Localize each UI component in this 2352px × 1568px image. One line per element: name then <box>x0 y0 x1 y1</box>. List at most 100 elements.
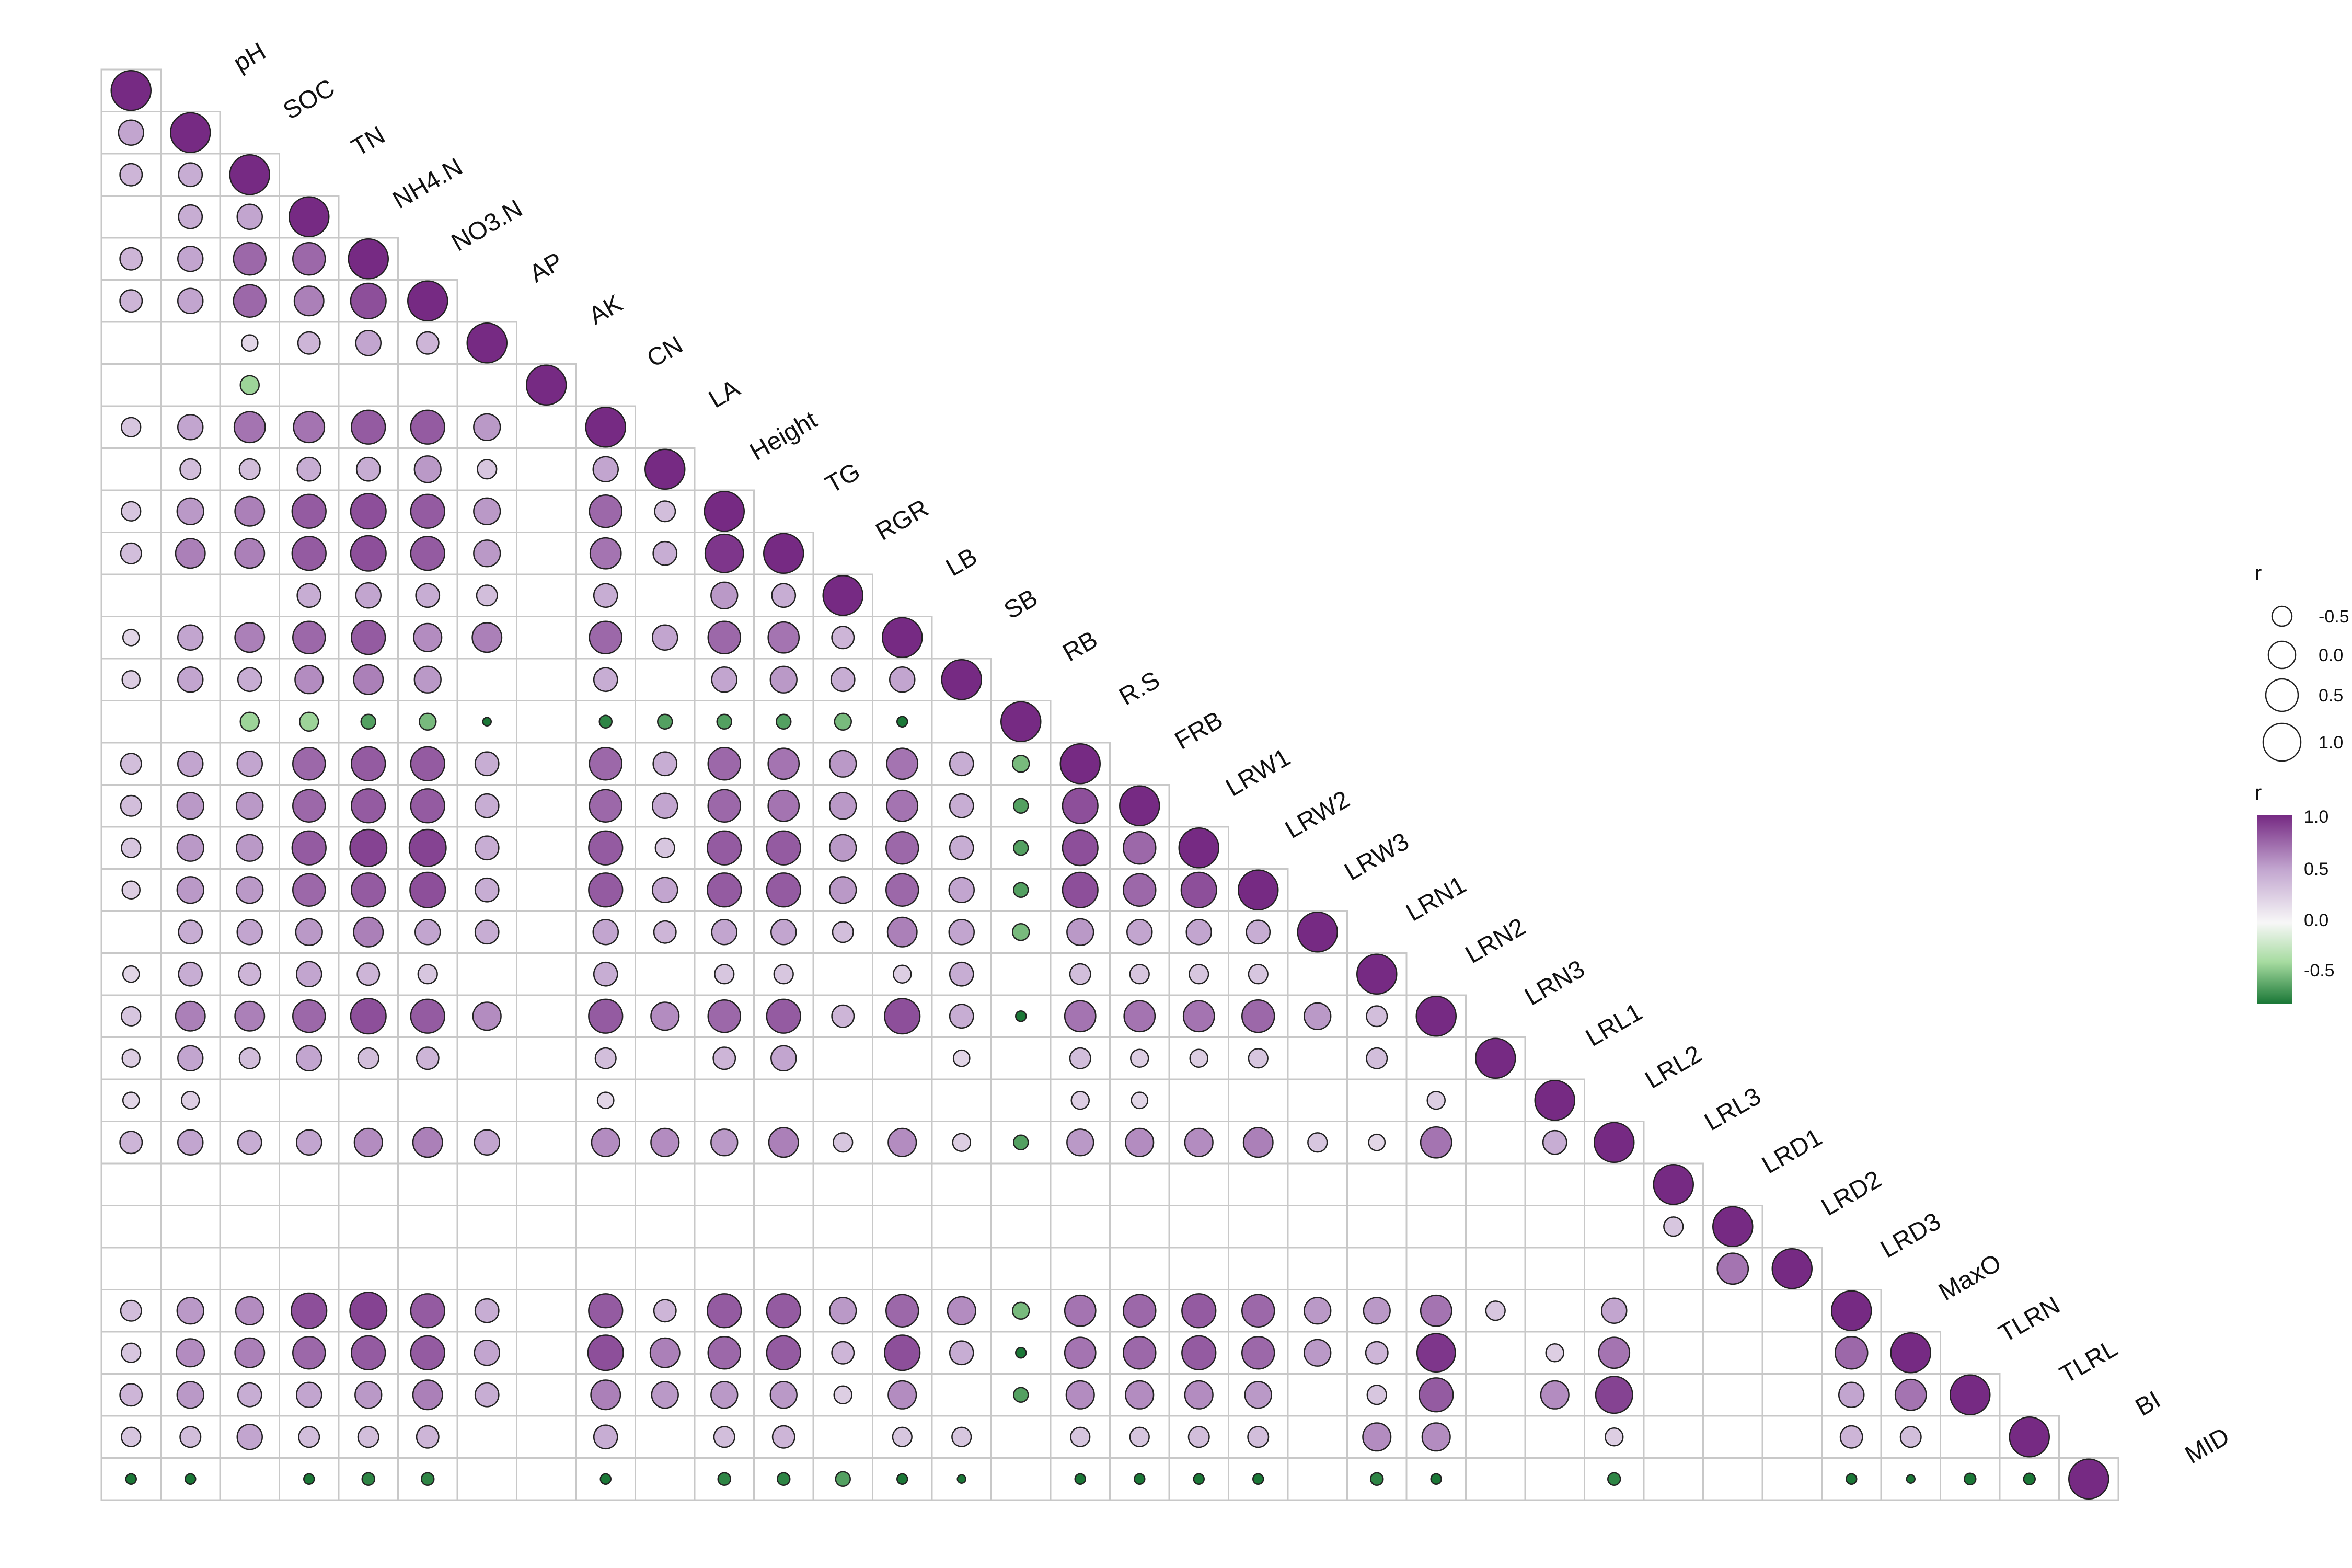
corr-dot-LRN1-TG <box>711 919 737 946</box>
corr-dot-AK-NH4.N <box>297 331 321 355</box>
corr-dot-LRW2-RGR <box>766 830 801 866</box>
corr-dot-Height-Height <box>644 448 686 490</box>
grid-cell-LRD3-LA <box>575 1247 636 1290</box>
corr-dot-LRW1-AP <box>410 788 445 824</box>
grid-cell-LRD1-LB <box>812 1162 873 1206</box>
corr-dot-AP-AP <box>407 280 448 321</box>
variable-label-LRN3: LRN3 <box>1520 955 1589 1011</box>
grid-cell-R.S-CN <box>516 700 577 744</box>
corr-dot-LRN2-LA <box>593 961 618 987</box>
corr-dot-LRW3-FRB <box>1062 871 1099 908</box>
corr-dot-TLRN-TLRN <box>1890 1332 1931 1374</box>
grid-cell-TLRL-CN <box>516 1373 577 1417</box>
corr-dot-LRN1-LB <box>832 921 854 943</box>
corr-dot-TG-Height <box>654 500 676 523</box>
grid-cell-RGR-CN <box>516 532 577 575</box>
corr-dot-LA-SOC <box>177 414 204 441</box>
grid-cell-LRD1-NO3.N <box>338 1162 399 1206</box>
corr-dot-TLRL-LRW1 <box>1125 1380 1155 1410</box>
corr-dot-MID-RB <box>956 1474 966 1484</box>
corr-dot-TLRN-NO3.N <box>351 1335 386 1370</box>
grid-cell-LRD3-CN <box>516 1247 577 1290</box>
grid-cell-LRD2-FRB <box>1050 1205 1111 1249</box>
variable-label-SB: SB <box>999 584 1042 625</box>
corr-dot-LRN1-RGR <box>770 919 797 946</box>
corr-dot-MID-NO3.N <box>361 1472 375 1486</box>
corr-dot-LRN1-SB <box>886 916 918 948</box>
corr-dot-LRW2-TG <box>707 830 742 866</box>
corr-dot-LRL3-LB <box>833 1132 854 1153</box>
corr-dot-LRN1-FRB <box>1066 918 1094 946</box>
corr-dot-TLRL-MaxO <box>1838 1381 1865 1408</box>
corr-dot-NH4.N-SOC <box>178 204 203 229</box>
corr-dot-NO3.N-SOC <box>177 246 204 272</box>
corr-dot-BI-LRW1 <box>1129 1426 1150 1447</box>
corr-dot-LRN2-LRN2 <box>1356 953 1398 995</box>
corr-dot-BI-NH4.N <box>298 1426 320 1448</box>
variable-label-TN: TN <box>347 121 390 162</box>
corr-dot-NO3.N-TN <box>233 242 267 276</box>
corr-dot-TG-TN <box>234 495 266 527</box>
corr-dot-LB-AK <box>476 584 498 607</box>
variable-label-MaxO: MaxO <box>1934 1249 2006 1306</box>
corr-dot-MID-TLRL <box>1964 1472 1977 1485</box>
grid-layer <box>100 68 2119 1501</box>
corr-dot-LRW1-TG <box>707 789 741 823</box>
grid-cell-LRD3-RGR <box>753 1247 814 1290</box>
corr-dot-LRL1-FRB <box>1069 1047 1091 1069</box>
corr-dot-TLRN-LRW3 <box>1241 1336 1275 1370</box>
grid-cell-LRD2-RB <box>931 1205 992 1249</box>
grid-cell-LRD2-AP <box>397 1205 458 1249</box>
grid-cell-TLRN-LRD3 <box>1761 1331 1823 1375</box>
corr-dot-LRL2-SOC <box>181 1091 200 1110</box>
corr-dot-FRB-RB <box>949 751 974 777</box>
corr-dot-FRB-Height <box>652 751 678 777</box>
corr-dot-LRN1-NH4.N <box>295 918 323 946</box>
corr-dot-TLRN-LA <box>587 1334 624 1371</box>
grid-cell-MID-AK <box>456 1457 517 1501</box>
corr-dot-RB-AP <box>413 665 442 694</box>
corr-dot-LRW3-RGR <box>766 872 801 908</box>
grid-cell-LRD2-AK <box>456 1205 517 1249</box>
corr-dot-MID-NH4.N <box>303 1473 315 1485</box>
corr-dot-LRL3-SB <box>887 1127 917 1157</box>
variable-label-MID: MID <box>2181 1422 2234 1469</box>
corr-dot-BI-BI <box>2009 1416 2050 1458</box>
corr-dot-FRB-LB <box>829 750 857 778</box>
corr-dot-SB-SB <box>882 617 923 658</box>
grid-cell-LRD2-R.S <box>990 1205 1052 1249</box>
corr-dot-MID-MaxO <box>1846 1473 1858 1485</box>
corr-dot-SOC-SOC <box>170 112 211 153</box>
corr-dot-SB-TG <box>707 620 741 654</box>
corr-dot-LRL3-pH <box>119 1131 143 1155</box>
grid-cell-LRD2-LRL3 <box>1584 1205 1645 1249</box>
grid-cell-LRL1-LRN3 <box>1405 1036 1467 1080</box>
corr-dot-LRW2-NO3.N <box>349 828 388 867</box>
grid-cell-LB-SOC <box>160 573 221 617</box>
corr-dot-FRB-AK <box>474 751 500 777</box>
corr-dot-LRW3-LRW1 <box>1123 873 1157 907</box>
corr-dot-LRL1-LRW3 <box>1248 1048 1269 1069</box>
corr-dot-LRL1-RGR <box>770 1045 797 1071</box>
grid-cell-RB-CN <box>516 658 577 701</box>
grid-cell-LRN2-LRN1 <box>1287 952 1348 996</box>
grid-cell-LRL1-SB <box>872 1036 933 1080</box>
size-legend-value-4: 1.0 <box>2319 733 2343 753</box>
grid-cell-LRD1-pH <box>100 1162 162 1206</box>
grid-cell-LRL1-CN <box>516 1036 577 1080</box>
corr-dot-BI-LRN3 <box>1421 1422 1451 1452</box>
corr-dot-LRW1-SOC <box>176 792 204 820</box>
grid-cell-MID-MID <box>2058 1457 2119 1501</box>
corr-dot-TLRN-TN <box>234 1337 266 1368</box>
corr-dot-TLRN-AP <box>410 1335 445 1370</box>
corr-dot-LRN3-TN <box>234 1000 266 1032</box>
corr-dot-MaxO-LRW3 <box>1241 1294 1275 1328</box>
grid-cell-LRL2-CN <box>516 1078 577 1122</box>
corr-dot-LRD2-LRD1 <box>1663 1216 1684 1237</box>
corr-dot-RB-NO3.N <box>353 664 384 695</box>
corr-dot-LRL3-LRN1 <box>1307 1132 1328 1153</box>
grid-cell-BI-LRD1 <box>1643 1415 1704 1459</box>
variable-label-LRN2: LRN2 <box>1461 913 1530 969</box>
corr-dot-LRL3-LRW3 <box>1242 1127 1274 1158</box>
grid-cell-BI-CN <box>516 1415 577 1459</box>
